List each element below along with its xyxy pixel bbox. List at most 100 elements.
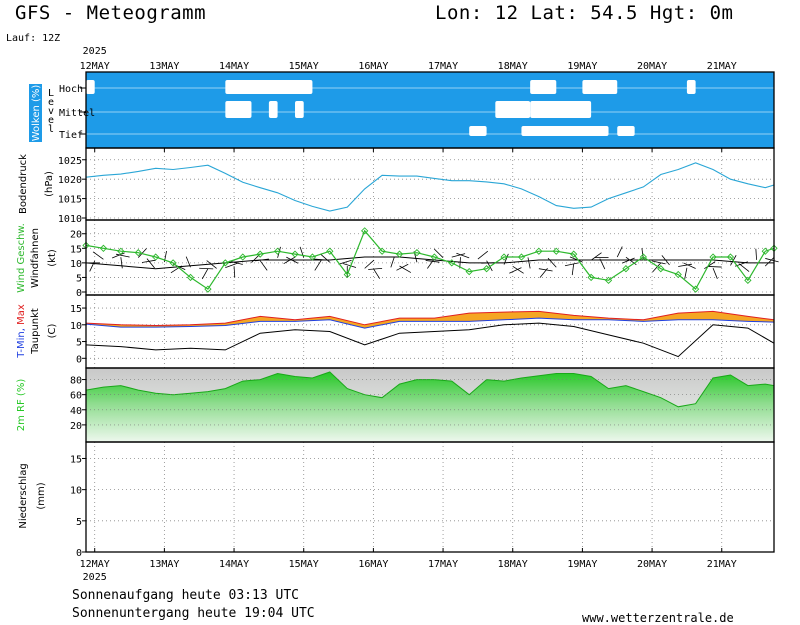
- wind-barb: [201, 268, 209, 280]
- gust-point: [239, 253, 247, 261]
- wind-barb: [89, 260, 96, 272]
- pressure-line: [85, 162, 775, 212]
- y-tick-label: 60: [70, 391, 82, 402]
- gust-point: [709, 253, 717, 261]
- tmin-label: T-Min,: [16, 328, 27, 359]
- wind-barb: [338, 259, 352, 265]
- wind-barb: [259, 260, 268, 271]
- gust-point: [291, 250, 299, 258]
- humidity-area: [86, 372, 774, 442]
- gust-point: [117, 247, 125, 255]
- y-tick-label: 5: [76, 273, 82, 284]
- wind-barb: [456, 252, 470, 259]
- wind-barb: [738, 263, 750, 272]
- y-tick-label: 5: [76, 338, 82, 349]
- gust-line: [85, 229, 775, 291]
- top-day-label: 18MAY: [498, 61, 528, 72]
- gust-point: [552, 247, 560, 255]
- gust-point: [517, 253, 526, 261]
- gust-point: [99, 244, 108, 252]
- wind-barb: [111, 252, 125, 259]
- wind-barb: [368, 267, 383, 270]
- gust-point: [134, 249, 142, 257]
- cloud-gap: [295, 101, 304, 118]
- gust-point: [361, 227, 369, 235]
- wind-barb: [320, 253, 331, 263]
- wind-barb: [622, 257, 635, 264]
- gust-point: [761, 247, 769, 255]
- cloud-level-label: Tief: [59, 130, 83, 141]
- gust-point: [604, 276, 613, 284]
- gust-point: [570, 250, 578, 258]
- tmax-label: Max: [16, 304, 27, 328]
- cloud-gap: [530, 80, 557, 94]
- model-run-label: Lauf: 12Z: [6, 33, 61, 44]
- wind-barb: [120, 257, 123, 269]
- wind-barb: [683, 262, 696, 269]
- wind-barb: [538, 268, 553, 272]
- wind-barb: [512, 265, 524, 274]
- gust-point: [273, 247, 282, 255]
- y-tick-label: 40: [70, 406, 82, 417]
- wind-barb: [678, 263, 692, 267]
- wind-barb: [539, 268, 548, 278]
- cloud-gap: [521, 126, 609, 136]
- wind-barb: [707, 266, 722, 268]
- y-tick-label: 1015: [58, 195, 82, 206]
- wind-barb: [651, 260, 666, 265]
- y-tick-label: 20: [70, 421, 82, 432]
- wind-barb: [755, 248, 757, 260]
- gust-point: [622, 265, 630, 273]
- gust-point: [186, 273, 195, 282]
- wind-barb: [477, 250, 489, 260]
- gust-point: [587, 273, 595, 282]
- y-tick-label: 5: [76, 517, 82, 528]
- gust-point: [413, 249, 421, 257]
- dewpoint-line: [85, 322, 775, 358]
- y-tick-label: 1020: [58, 175, 82, 186]
- wind-barb: [684, 267, 688, 279]
- y-tick-label: 1025: [58, 156, 82, 167]
- gust-point: [639, 253, 648, 261]
- temp-unit: (C): [47, 324, 58, 339]
- gust-point: [770, 244, 778, 252]
- y-tick-label: 1010: [58, 214, 82, 225]
- wind-barb: [342, 263, 357, 268]
- level-letter: e: [48, 115, 54, 126]
- page-title: GFS - Meteogramm: [15, 2, 207, 24]
- wind-barb: [433, 248, 444, 258]
- gust-point: [726, 253, 735, 261]
- bottom-day-label: 15MAY: [289, 559, 319, 570]
- wind-barb: [712, 267, 718, 279]
- gust-point: [691, 285, 700, 293]
- wind-ylabel2: Windfahnen: [30, 228, 41, 288]
- wind-barb: [564, 262, 579, 267]
- cloud-level-label: Mittel: [59, 108, 95, 119]
- gust-point: [152, 253, 160, 261]
- gust-point: [378, 247, 386, 255]
- bottom-day-label: 14MAY: [219, 559, 249, 570]
- gust-point: [82, 241, 90, 250]
- bottom-day-label: 16MAY: [358, 559, 388, 570]
- wind-barb: [571, 263, 575, 276]
- wind-barb: [146, 258, 155, 269]
- gust-point: [169, 259, 177, 267]
- precip-ylabel: Niederschlag: [18, 463, 29, 528]
- tmax-line: [85, 310, 775, 327]
- wind-barb: [137, 248, 147, 258]
- cloud-gap: [469, 126, 487, 136]
- level-letter: L: [48, 88, 54, 99]
- wind-barb: [616, 246, 623, 258]
- location-coords: Lon: 12 Lat: 54.5 Hgt: 0m: [435, 2, 734, 24]
- wind-barb: [373, 268, 381, 279]
- wind-barb: [427, 258, 435, 269]
- pressure-unit: (hPa): [44, 171, 55, 197]
- wind-barb: [390, 256, 395, 268]
- panel-frame: [85, 441, 775, 553]
- y-tick-label: 20: [70, 230, 82, 241]
- wind-barb: [451, 253, 466, 258]
- wind-barb: [765, 258, 779, 263]
- cloud-gap: [530, 101, 592, 118]
- wind-barb: [199, 267, 214, 270]
